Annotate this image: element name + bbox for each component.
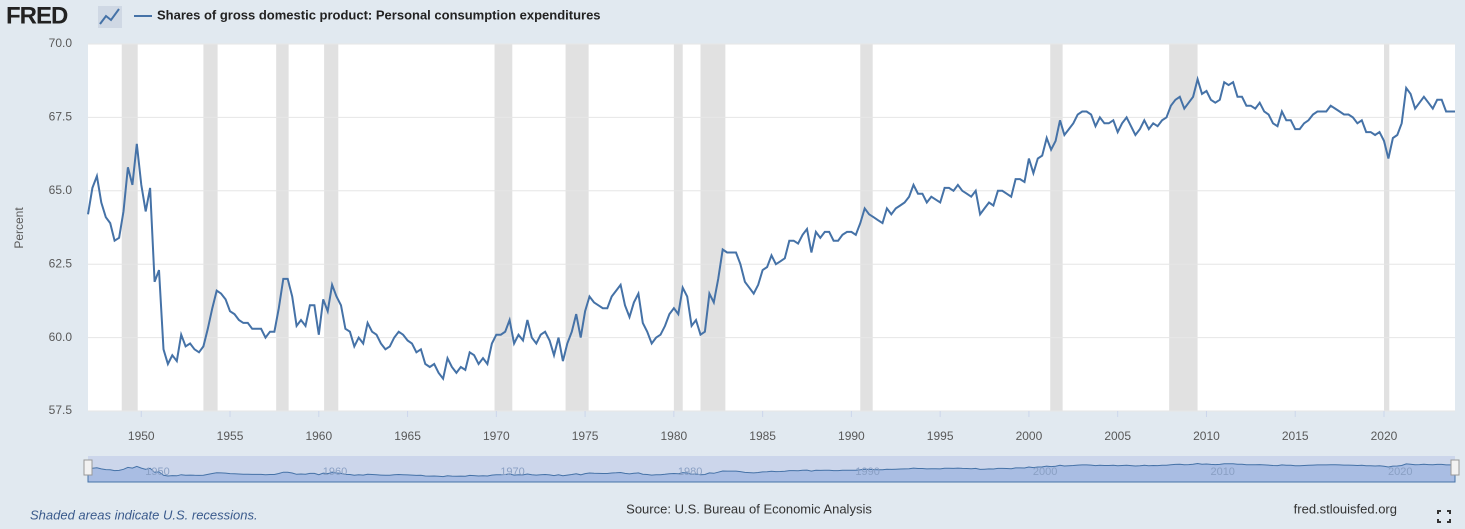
y-tick-label: 57.5 <box>49 403 73 417</box>
source: Source: U.S. Bureau of Economic Analysis <box>626 501 872 516</box>
navigator-area <box>87 462 1456 483</box>
y-tick-label: 70.0 <box>49 36 73 50</box>
navigator-tick-label: 2020 <box>1388 466 1412 478</box>
recession-note: Shaded areas indicate U.S. recessions. <box>30 507 258 522</box>
x-tick-label: 2020 <box>1371 429 1398 443</box>
site: fred.stlouisfed.org <box>1294 501 1397 516</box>
x-tick-label: 2005 <box>1104 429 1131 443</box>
navigator-handle[interactable] <box>1450 459 1460 476</box>
x-tick-label: 1965 <box>394 429 421 443</box>
recession-band <box>276 44 289 411</box>
recession-band <box>565 44 589 411</box>
x-tick-label: 2015 <box>1282 429 1309 443</box>
logo: FRED <box>6 2 68 29</box>
x-tick-label: 1955 <box>217 429 244 443</box>
series-line <box>87 75 1455 382</box>
navigator-tick-label: 1970 <box>500 466 524 478</box>
x-tick-label: 1960 <box>305 429 332 443</box>
recession-band <box>1169 44 1198 411</box>
navigator-tick-label: 2010 <box>1210 466 1234 478</box>
recession-band <box>494 44 513 411</box>
recession-band <box>1050 44 1063 411</box>
logo-icon <box>98 6 122 28</box>
recession-band <box>860 44 873 411</box>
navigator-tick-label: 1980 <box>678 466 702 478</box>
recession-band <box>700 44 726 411</box>
x-tick-label: 1980 <box>661 429 688 443</box>
y-axis-label: Percent <box>12 207 26 249</box>
y-tick-label: 62.5 <box>49 256 73 270</box>
recession-band <box>673 44 683 411</box>
x-tick-label: 1950 <box>128 429 155 443</box>
plot-area <box>88 44 1455 411</box>
legend-label: Shares of gross domestic product: Person… <box>157 7 601 22</box>
x-tick-label: 1985 <box>749 429 776 443</box>
y-tick-label: 60.0 <box>49 330 73 344</box>
x-tick-label: 1970 <box>483 429 510 443</box>
x-tick-label: 1990 <box>838 429 865 443</box>
recession-band <box>121 44 138 411</box>
x-tick-label: 2010 <box>1193 429 1220 443</box>
recession-band <box>203 44 218 411</box>
x-tick-label: 1995 <box>927 429 954 443</box>
navigator-tick-label: 1960 <box>323 466 347 478</box>
recession-band <box>324 44 339 411</box>
y-tick-label: 67.5 <box>49 110 73 124</box>
navigator-handle[interactable] <box>83 459 93 476</box>
navigator-tick-label: 1950 <box>145 466 169 478</box>
x-tick-label: 2000 <box>1016 429 1043 443</box>
recession-band <box>1383 44 1390 411</box>
navigator-tick-label: 2000 <box>1033 466 1057 478</box>
y-tick-label: 65.0 <box>49 183 73 197</box>
fullscreen-button[interactable] <box>1437 510 1451 523</box>
x-tick-label: 1975 <box>572 429 599 443</box>
navigator-tick-label: 1990 <box>855 466 879 478</box>
